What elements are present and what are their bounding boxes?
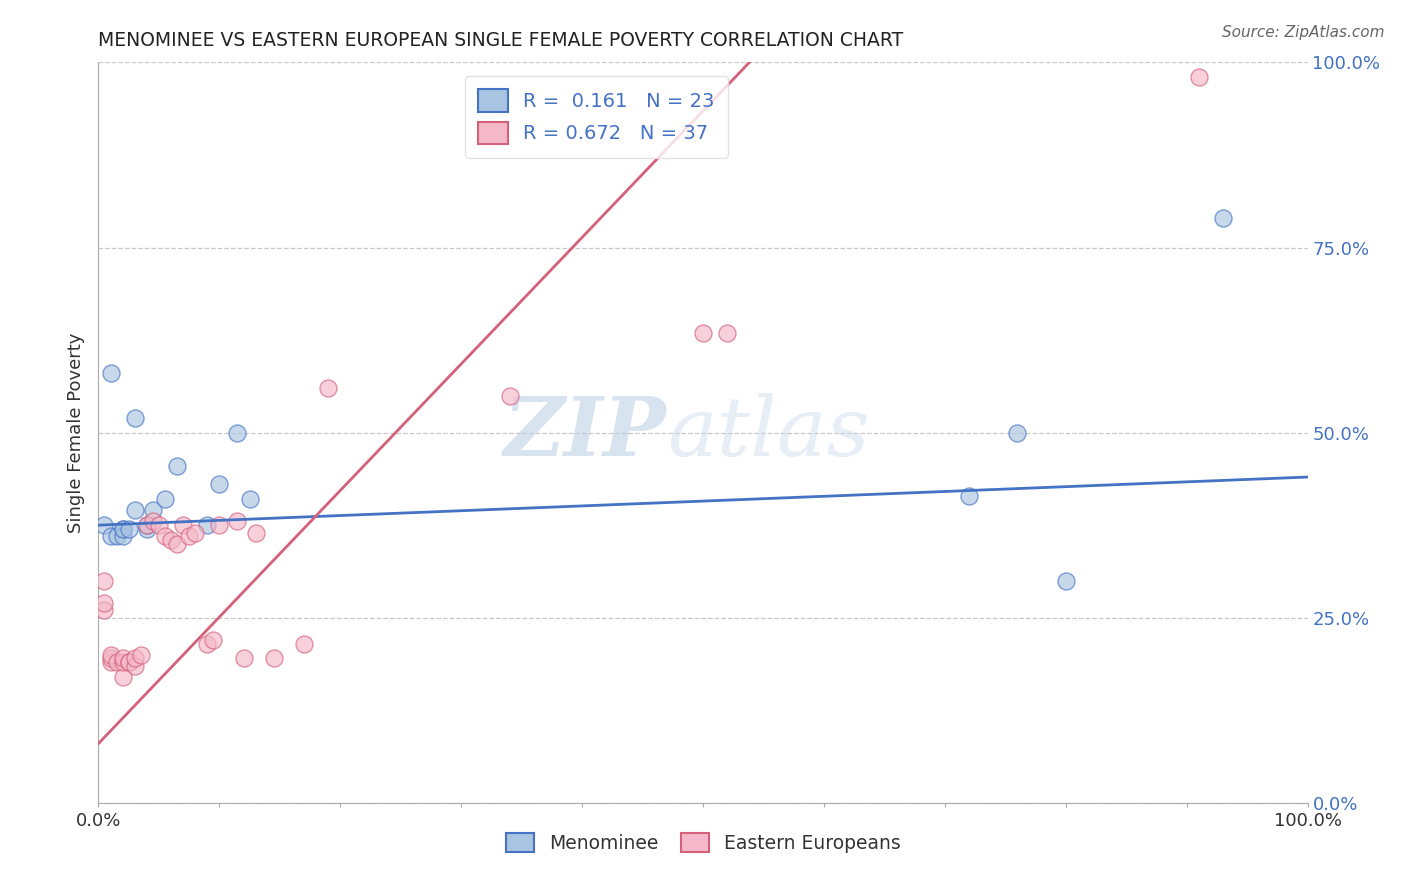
Point — [1188, 70, 1211, 85]
Point — [135, 518, 157, 533]
Point — [716, 326, 738, 340]
Text: MENOMINEE VS EASTERN EUROPEAN SINGLE FEMALE POVERTY CORRELATION CHART: MENOMINEE VS EASTERN EUROPEAN SINGLE FEM… — [98, 30, 904, 50]
Point — [118, 522, 141, 536]
Point — [1054, 574, 1077, 588]
Point — [111, 529, 134, 543]
Point — [153, 529, 176, 543]
Point — [124, 651, 146, 665]
Point — [129, 648, 152, 662]
Point — [160, 533, 183, 547]
Point — [292, 637, 315, 651]
Point — [498, 388, 520, 402]
Point — [135, 522, 157, 536]
Point — [100, 648, 122, 662]
Point — [232, 651, 254, 665]
Point — [172, 518, 194, 533]
Text: ZIP: ZIP — [505, 392, 666, 473]
Point — [148, 518, 170, 533]
Point — [100, 651, 122, 665]
Point — [195, 637, 218, 651]
Point — [226, 515, 249, 529]
Point — [153, 492, 176, 507]
Point — [111, 522, 134, 536]
Point — [208, 518, 231, 533]
Point — [1212, 211, 1234, 225]
Point — [1007, 425, 1029, 440]
Point — [100, 367, 122, 381]
Point — [195, 518, 218, 533]
Point — [239, 492, 262, 507]
Point — [166, 536, 188, 550]
Point — [184, 525, 207, 540]
Point — [179, 529, 201, 543]
Point — [100, 655, 122, 669]
Point — [111, 670, 134, 684]
Point — [142, 503, 165, 517]
Point — [142, 515, 165, 529]
Point — [957, 489, 980, 503]
Point — [202, 632, 225, 647]
Text: Source: ZipAtlas.com: Source: ZipAtlas.com — [1222, 25, 1385, 40]
Point — [124, 503, 146, 517]
Point — [111, 522, 134, 536]
Point — [93, 518, 115, 533]
Point — [316, 381, 339, 395]
Point — [245, 525, 267, 540]
Point — [111, 655, 134, 669]
Point — [124, 658, 146, 673]
Point — [124, 410, 146, 425]
Text: atlas: atlas — [666, 392, 869, 473]
Legend: Menominee, Eastern Europeans: Menominee, Eastern Europeans — [498, 825, 908, 860]
Point — [93, 603, 115, 617]
Point — [93, 596, 115, 610]
Point — [118, 655, 141, 669]
Point — [166, 458, 188, 473]
Point — [111, 651, 134, 665]
Point — [105, 529, 128, 543]
Point — [118, 655, 141, 669]
Point — [100, 529, 122, 543]
Point — [692, 326, 714, 340]
Point — [93, 574, 115, 588]
Point — [208, 477, 231, 491]
Point — [105, 655, 128, 669]
Y-axis label: Single Female Poverty: Single Female Poverty — [66, 333, 84, 533]
Point — [226, 425, 249, 440]
Point — [263, 651, 285, 665]
Point — [135, 518, 157, 533]
